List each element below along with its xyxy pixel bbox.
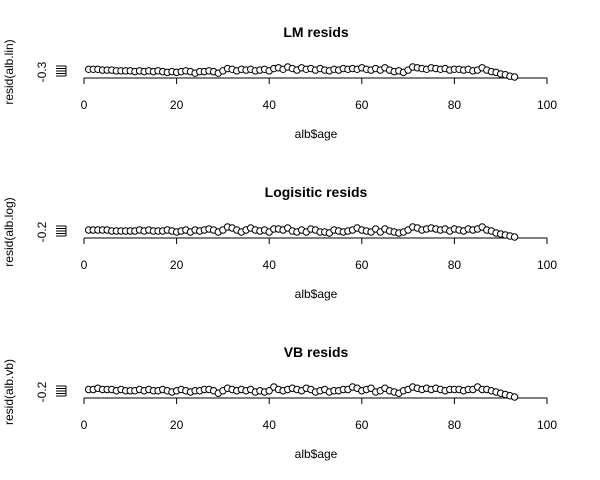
panel-2: Logisitic resids 0 20 40 60 80 100 alb$age resid… [2, 184, 557, 301]
data-point [510, 233, 519, 241]
x-tick-label: 80 [448, 258, 462, 272]
y-axis-label: resid(alb.log) [2, 197, 16, 266]
x-tick-label: 100 [537, 258, 557, 272]
x-tick-label: 0 [81, 98, 88, 112]
x-tick-label: 60 [355, 98, 369, 112]
x-tick-label: 0 [81, 418, 88, 432]
chart-title: Logisitic resids [265, 184, 368, 200]
data-point [367, 384, 375, 392]
x-axis-label: alb$age [295, 287, 338, 301]
x-tick-label: 0 [81, 258, 88, 272]
data-point [510, 73, 519, 81]
panel-1: LM resids 0 20 40 60 80 100 alb$age resid(alb.li… [2, 24, 557, 141]
y-axis-label: resid(alb.vb) [2, 359, 16, 425]
x-axis-label: alb$age [295, 127, 338, 141]
x-tick-label: 80 [448, 418, 462, 432]
x-tick-label: 80 [448, 98, 462, 112]
x-tick-label: 20 [170, 258, 184, 272]
x-tick-label: 40 [263, 98, 277, 112]
x-tick-label: 60 [355, 258, 369, 272]
panel-3: VB resids 0 20 40 60 80 100 alb$age resid(alb.vb… [2, 344, 557, 461]
chart-title: VB resids [284, 344, 349, 360]
y-tick-label: -0.2 [35, 221, 49, 242]
x-axis-label: alb$age [295, 447, 338, 461]
x-tick-label: 100 [537, 418, 557, 432]
x-tick-label: 40 [263, 258, 277, 272]
y-tick-label: -0.2 [35, 381, 49, 402]
x-tick-label: 100 [537, 98, 557, 112]
x-tick-label: 20 [170, 98, 184, 112]
data-point [265, 387, 273, 395]
x-tick-label: 20 [170, 418, 184, 432]
y-axis-label: resid(alb.lin) [2, 39, 16, 104]
x-tick-label: 40 [263, 418, 277, 432]
y-tick-label: -0.3 [35, 61, 49, 82]
x-tick-label: 60 [355, 418, 369, 432]
data-point [510, 393, 519, 401]
chart-title: LM resids [283, 24, 349, 40]
